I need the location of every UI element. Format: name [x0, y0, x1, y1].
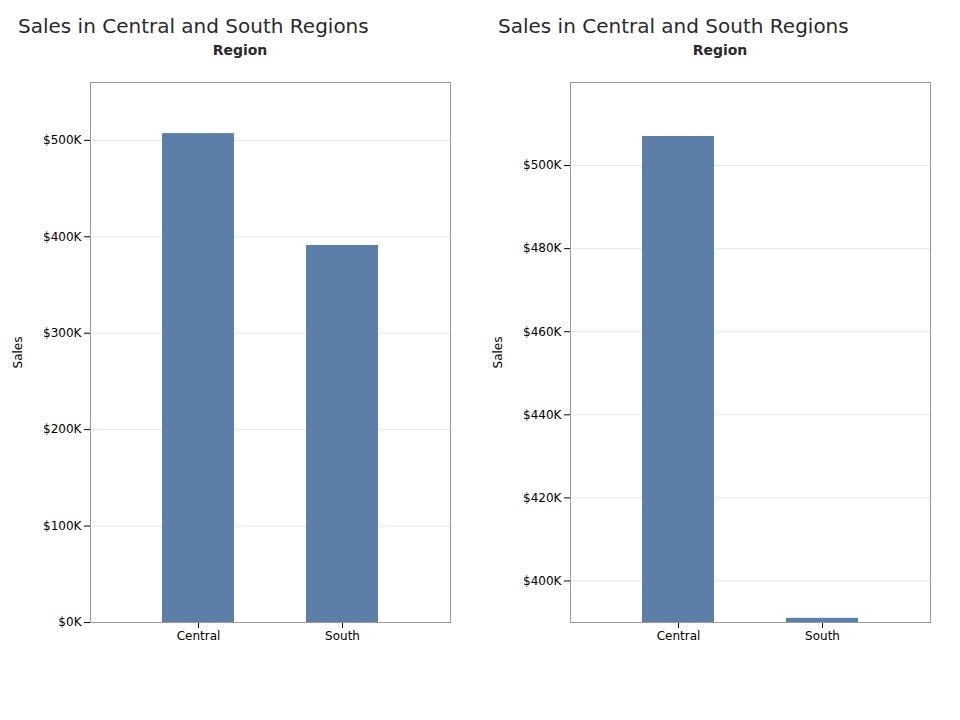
svg-text:$200K: $200K [43, 422, 83, 436]
svg-text:$100K: $100K [43, 519, 83, 533]
svg-text:South: South [805, 629, 840, 643]
html-text:Sales in Central and South Reg: Sales in Central and South Regions [18, 14, 369, 38]
svg-text:$440K: $440K [523, 408, 563, 422]
svg-text:Sales: Sales [491, 337, 505, 369]
svg-text:Central: Central [177, 629, 221, 643]
svg-text:$0K: $0K [58, 615, 82, 629]
html-text:Region: Region [692, 42, 748, 58]
html-text:Region: Region [212, 42, 268, 58]
html-text:Sales in Central and South Reg: Sales in Central and South Regions [498, 14, 849, 38]
svg-text:Central: Central [657, 629, 701, 643]
svg-text:$480K: $480K [523, 241, 563, 255]
svg-text:$420K: $420K [523, 491, 563, 505]
svg-text:$460K: $460K [523, 325, 563, 339]
svg-text:South: South [325, 629, 360, 643]
svg-text:$500K: $500K [523, 158, 563, 172]
svg-text:$300K: $300K [43, 326, 83, 340]
svg-text:$500K: $500K [43, 133, 83, 147]
svg-text:$400K: $400K [43, 230, 83, 244]
svg-text:$400K: $400K [523, 574, 563, 588]
svg-text:Sales: Sales [11, 337, 25, 369]
